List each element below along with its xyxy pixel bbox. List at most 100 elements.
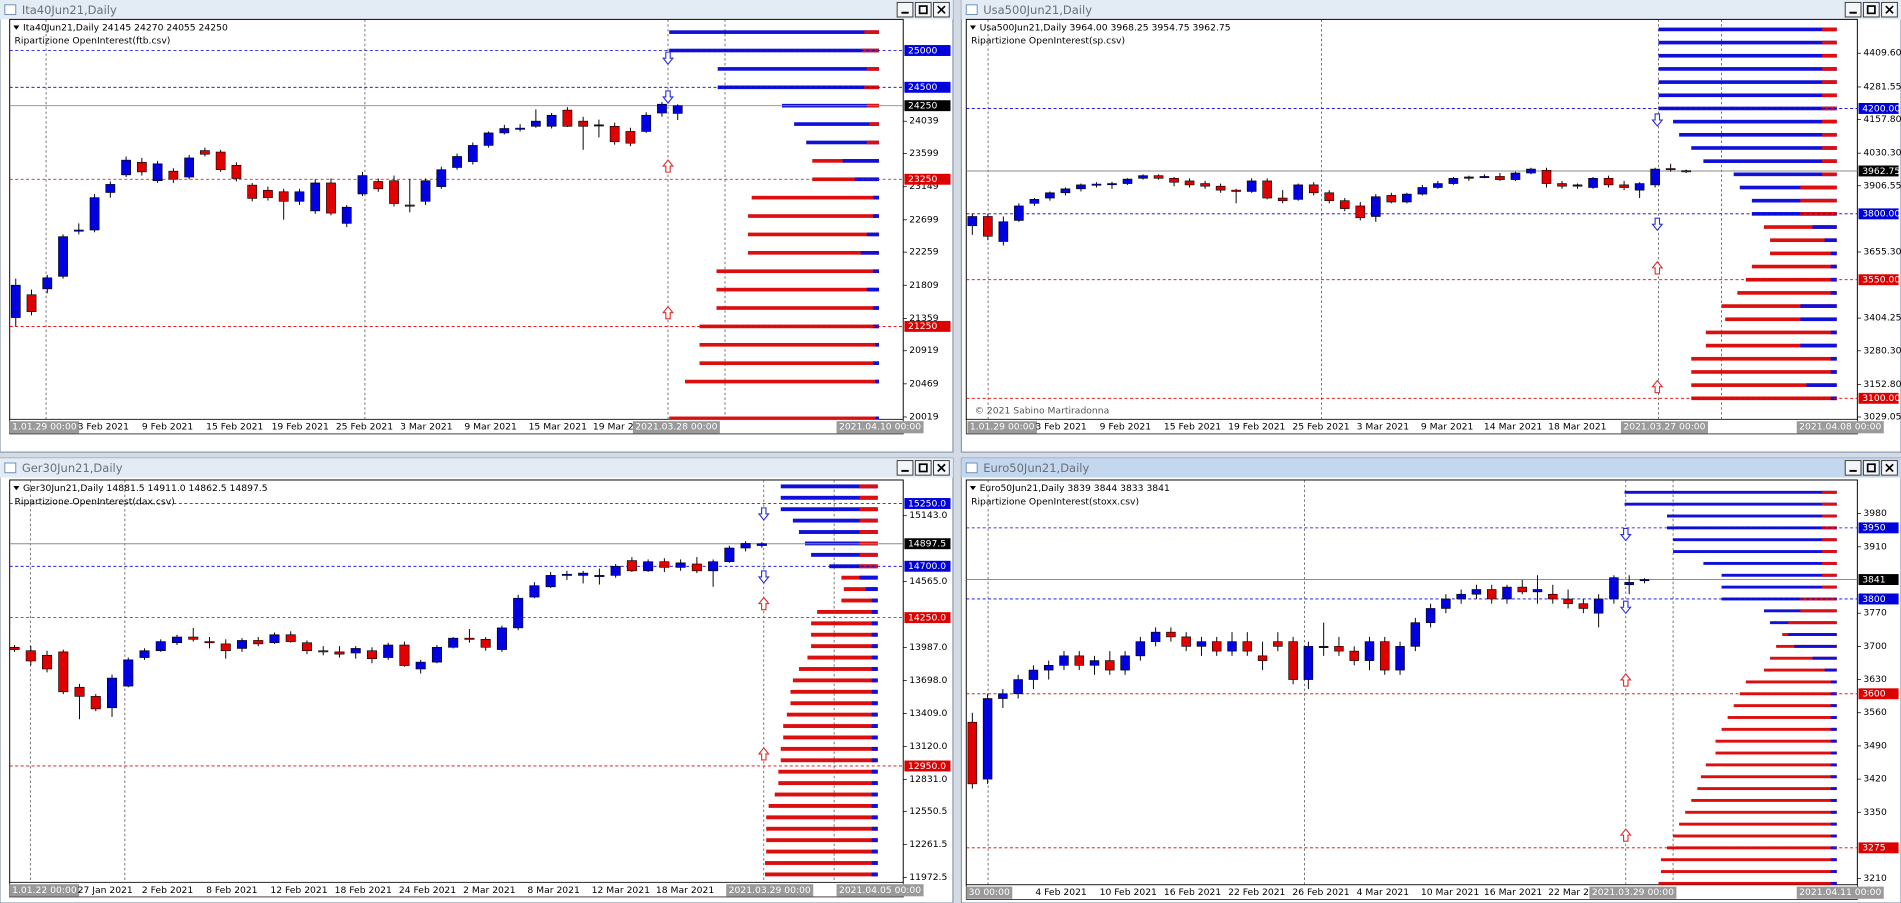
level-label: 21250 bbox=[908, 321, 937, 332]
candle-body bbox=[1318, 646, 1329, 648]
signal-arrow bbox=[1619, 673, 1632, 687]
candle-body bbox=[1074, 655, 1084, 666]
restore-button-box[interactable] bbox=[1862, 1, 1880, 18]
candle-body bbox=[464, 637, 475, 640]
window-title: Ita40Jun21,Daily bbox=[22, 3, 117, 17]
oi-put-bar bbox=[1822, 53, 1837, 58]
restore-button[interactable] bbox=[914, 460, 932, 476]
oi-call-bar bbox=[1624, 502, 1837, 506]
plot bbox=[966, 479, 1858, 885]
date-tag bbox=[1796, 886, 1884, 899]
y-tick-label: 23149 bbox=[909, 181, 938, 192]
candle-body bbox=[399, 644, 410, 666]
y-tick-label: 12261.5 bbox=[909, 839, 947, 850]
signal-arrow bbox=[662, 90, 675, 104]
candle-body bbox=[1541, 170, 1552, 184]
candle-body bbox=[625, 131, 636, 144]
candle-body bbox=[341, 206, 352, 224]
oi-call-bar bbox=[1673, 538, 1837, 542]
candle-body bbox=[420, 180, 431, 202]
level-tag bbox=[904, 498, 951, 509]
window-title: Usa500Jun21,Daily bbox=[983, 3, 1092, 17]
minimize-button[interactable] bbox=[1844, 1, 1862, 18]
header-triangle bbox=[13, 486, 20, 491]
candle-body bbox=[1334, 646, 1344, 652]
oi-put-bar bbox=[1800, 609, 1837, 613]
oi-call-bar bbox=[1812, 656, 1837, 660]
restore-button[interactable] bbox=[1862, 460, 1880, 476]
window-icon bbox=[965, 462, 978, 474]
minimize-button-box[interactable] bbox=[896, 460, 914, 476]
oi-put-bar bbox=[1822, 514, 1837, 518]
oi-put-bar bbox=[1822, 67, 1837, 71]
candle-body bbox=[448, 637, 459, 648]
plot bbox=[9, 19, 904, 420]
oi-call-bar bbox=[1691, 146, 1837, 150]
glyph bbox=[1866, 5, 1876, 15]
close-button[interactable] bbox=[1881, 460, 1898, 476]
title-bar bbox=[0, 458, 953, 478]
date-label: 19 Feb 2021 bbox=[272, 422, 329, 433]
candle-body bbox=[318, 650, 329, 653]
candle-body bbox=[1303, 646, 1314, 680]
minimize-button[interactable] bbox=[896, 460, 914, 476]
oi-put-bar bbox=[783, 724, 878, 728]
oi-call-bar bbox=[871, 678, 878, 683]
minimize-button-box[interactable] bbox=[896, 1, 914, 18]
glyph bbox=[937, 5, 946, 14]
chart-window: Ger30Jun21,Daily 15143.0 14565.0 13987.0 136… bbox=[0, 457, 954, 903]
oi-call-bar bbox=[871, 598, 878, 603]
oi-put-bar bbox=[1822, 502, 1837, 506]
date-label: 2021.03.29 00:00 bbox=[1592, 887, 1674, 898]
y-tick-label: 3700 bbox=[1863, 641, 1887, 652]
oi-call-bar bbox=[1830, 370, 1837, 374]
oi-put-bar bbox=[859, 507, 878, 512]
candle-body bbox=[545, 575, 556, 588]
restore-button-box[interactable] bbox=[914, 460, 932, 476]
candle-body bbox=[1120, 655, 1130, 671]
oi-call-bar bbox=[1830, 291, 1837, 295]
oi-put-bar bbox=[1822, 172, 1837, 177]
candle-body bbox=[499, 128, 510, 134]
candle-body bbox=[672, 105, 683, 114]
oi-call-bar bbox=[860, 251, 879, 255]
restore-button-box[interactable] bbox=[1862, 460, 1880, 476]
y-tick-label: 21809 bbox=[909, 280, 938, 291]
close-button[interactable] bbox=[1881, 1, 1898, 18]
restore-button-box[interactable] bbox=[914, 1, 932, 18]
close-button[interactable] bbox=[933, 1, 950, 18]
indicator-label: Ripartizione OpenInterest(ftb.csv) bbox=[15, 36, 171, 47]
oi-call-bar bbox=[1830, 834, 1837, 838]
minimize-button[interactable] bbox=[1844, 460, 1862, 476]
restore-button[interactable] bbox=[914, 1, 932, 18]
candle-body bbox=[220, 643, 231, 652]
candle-body bbox=[562, 109, 573, 127]
candle-body bbox=[105, 184, 116, 193]
candle-body bbox=[1169, 177, 1179, 183]
restore-button[interactable] bbox=[1862, 1, 1880, 18]
level-label: 3550.00 bbox=[1862, 275, 1900, 286]
oi-put-bar bbox=[1715, 739, 1837, 743]
minimize-button-box[interactable] bbox=[1844, 460, 1862, 476]
signal-arrow bbox=[1651, 113, 1664, 127]
candle-body bbox=[1138, 175, 1148, 179]
oi-put-bar bbox=[699, 324, 879, 329]
candle-body bbox=[1215, 185, 1226, 191]
signal-arrow bbox=[1619, 828, 1632, 842]
oi-put-bar bbox=[748, 214, 879, 218]
candle-body bbox=[231, 164, 242, 179]
minimize-button-box[interactable] bbox=[1844, 1, 1862, 18]
oi-put-bar bbox=[1822, 80, 1837, 84]
date-label: 3 Feb 2021 bbox=[78, 422, 129, 433]
level-tag bbox=[1858, 688, 1899, 700]
minimize-button[interactable] bbox=[896, 1, 914, 18]
oi-put-bar bbox=[1800, 198, 1837, 203]
oi-put-bar bbox=[1660, 870, 1837, 874]
candle-body bbox=[1091, 183, 1102, 186]
oi-call-bar bbox=[1830, 858, 1837, 862]
candle-body bbox=[659, 561, 670, 568]
candle-body bbox=[1456, 593, 1466, 600]
close-button[interactable] bbox=[933, 460, 950, 476]
oi-call-bar bbox=[1830, 787, 1837, 791]
